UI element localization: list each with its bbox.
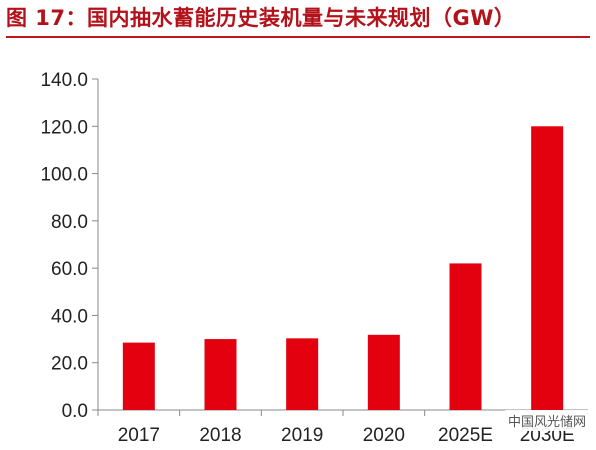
y-tick-label: 60.0	[51, 259, 88, 280]
bar-2018	[204, 339, 237, 410]
bar-2019	[286, 338, 319, 410]
y-tick-label: 20.0	[51, 354, 88, 375]
x-tick-label: 2019	[281, 425, 323, 446]
bar-2030e	[531, 126, 564, 411]
x-tick-label: 2017	[118, 425, 160, 446]
y-tick-label: 40.0	[51, 306, 88, 327]
bar-2020	[367, 334, 400, 410]
y-tick-label: 100.0	[40, 165, 88, 186]
y-tick-label: 140.0	[40, 70, 88, 91]
y-tick-label: 120.0	[40, 117, 88, 138]
bar-2017	[122, 342, 155, 410]
bar-2025e	[449, 263, 482, 410]
x-tick-label: 2025E	[438, 425, 493, 446]
watermark-text: 中国风光储网	[505, 410, 590, 431]
x-tick-label: 2020	[363, 425, 405, 446]
y-tick-label: 80.0	[51, 212, 88, 233]
x-tick-label: 2018	[199, 425, 241, 446]
title-divider	[6, 36, 590, 38]
y-tick-label: 0.0	[62, 401, 88, 422]
chart-title: 图 17：国内抽水蓄能历史装机量与未来规划（GW）	[6, 6, 516, 30]
